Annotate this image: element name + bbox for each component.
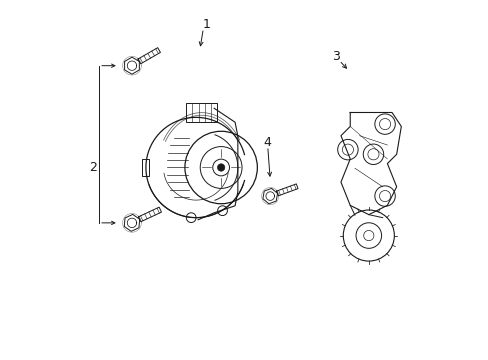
Bar (142, 159, 148, 176)
Bar (186, 103, 217, 122)
Text: 2: 2 (88, 161, 97, 174)
Text: 4: 4 (263, 136, 271, 149)
Text: 1: 1 (203, 18, 210, 31)
Circle shape (217, 164, 224, 171)
Text: 3: 3 (331, 50, 339, 63)
